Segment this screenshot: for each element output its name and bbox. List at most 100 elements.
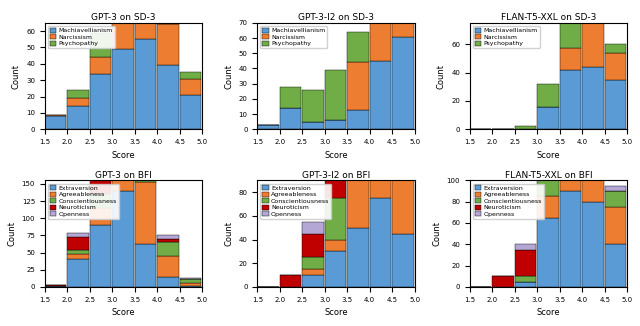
Legend: Machiavellianism, Narcissism, Psychopathy: Machiavellianism, Narcissism, Psychopath… — [48, 26, 115, 48]
Legend: Extraversion, Agreeableness, Conscientiousness, Neuroticism, Openness: Extraversion, Agreeableness, Conscientio… — [260, 184, 332, 219]
Bar — [112, 18, 134, 49]
Legend: Machiavellianism, Narcissism, Psychopathy: Machiavellianism, Narcissism, Psychopath… — [260, 26, 327, 48]
Bar — [605, 207, 626, 244]
X-axis label: Score: Score — [324, 308, 348, 317]
Bar — [45, 285, 66, 286]
Bar — [515, 276, 536, 282]
Bar — [157, 24, 179, 66]
Bar — [392, 174, 413, 180]
Bar — [392, 37, 413, 129]
Bar — [112, 0, 134, 18]
Bar — [302, 275, 324, 287]
Y-axis label: Count: Count — [432, 221, 441, 246]
Bar — [67, 233, 89, 237]
Title: FLAN-T5-XXL on BFI: FLAN-T5-XXL on BFI — [505, 170, 592, 180]
Bar — [90, 33, 111, 57]
Bar — [180, 79, 201, 95]
Bar — [560, 79, 581, 90]
Bar — [537, 84, 559, 107]
Bar — [582, 106, 604, 111]
Bar — [582, 138, 604, 202]
Y-axis label: Count: Count — [7, 221, 16, 246]
Bar — [605, 80, 626, 129]
Bar — [90, 208, 111, 225]
Bar — [280, 87, 301, 108]
Bar — [370, 56, 391, 86]
Bar — [157, 3, 179, 24]
Bar — [392, 0, 413, 37]
Bar — [605, 191, 626, 207]
Bar — [348, 228, 369, 287]
Bar — [45, 116, 66, 129]
Bar — [324, 157, 346, 163]
Bar — [90, 225, 111, 287]
Bar — [605, 52, 626, 80]
Bar — [257, 125, 278, 129]
Bar — [324, 240, 346, 251]
Bar — [348, 97, 369, 115]
Bar — [560, 127, 581, 191]
Title: GPT-3 on BFI: GPT-3 on BFI — [95, 170, 152, 180]
Bar — [112, 57, 134, 74]
X-axis label: Score: Score — [537, 151, 560, 159]
Bar — [67, 90, 89, 98]
Bar — [90, 57, 111, 74]
Bar — [302, 222, 324, 234]
Bar — [135, 145, 156, 148]
Bar — [302, 122, 324, 129]
Bar — [582, 8, 604, 67]
X-axis label: Score: Score — [112, 151, 135, 159]
Bar — [180, 279, 201, 283]
Bar — [560, 191, 581, 287]
Bar — [582, 95, 604, 106]
Bar — [135, 148, 156, 155]
X-axis label: Score: Score — [324, 151, 348, 159]
Bar — [537, 107, 559, 129]
Title: GPT-3-I2 on SD-3: GPT-3-I2 on SD-3 — [298, 13, 374, 22]
Bar — [324, 163, 346, 198]
Y-axis label: Count: Count — [12, 64, 20, 89]
Bar — [324, 120, 346, 129]
Bar — [348, 169, 369, 228]
Bar — [112, 74, 134, 105]
Bar — [560, 70, 581, 129]
Bar — [67, 254, 89, 259]
Bar — [67, 98, 89, 106]
Bar — [370, 198, 391, 287]
Bar — [90, 74, 111, 129]
Bar — [324, 70, 346, 120]
Bar — [537, 148, 559, 159]
Bar — [605, 186, 626, 191]
Bar — [560, 8, 581, 48]
Bar — [537, 170, 559, 196]
Bar — [348, 32, 369, 62]
Bar — [45, 286, 66, 287]
Title: FLAN-T5-XXL on SD-3: FLAN-T5-XXL on SD-3 — [501, 13, 596, 22]
Bar — [180, 72, 201, 79]
Bar — [582, 67, 604, 129]
Bar — [157, 235, 179, 239]
Bar — [90, 194, 111, 208]
Title: GPT-3-I2 on BFI: GPT-3-I2 on BFI — [302, 170, 370, 180]
X-axis label: Score: Score — [112, 308, 135, 317]
Bar — [135, 183, 156, 244]
Y-axis label: Count: Count — [436, 64, 445, 89]
Bar — [537, 218, 559, 287]
Bar — [90, 160, 111, 167]
Bar — [515, 244, 536, 250]
Bar — [324, 198, 346, 240]
Title: GPT-3 on SD-3: GPT-3 on SD-3 — [92, 13, 156, 22]
Bar — [302, 257, 324, 269]
Bar — [112, 49, 134, 129]
Bar — [112, 191, 134, 287]
Bar — [560, 95, 581, 127]
Bar — [67, 259, 89, 287]
Bar — [157, 239, 179, 242]
Bar — [348, 139, 369, 169]
Bar — [370, 86, 391, 97]
Bar — [180, 278, 201, 279]
Bar — [280, 108, 301, 129]
Bar — [370, 115, 391, 198]
Bar — [324, 251, 346, 287]
Bar — [515, 126, 536, 129]
